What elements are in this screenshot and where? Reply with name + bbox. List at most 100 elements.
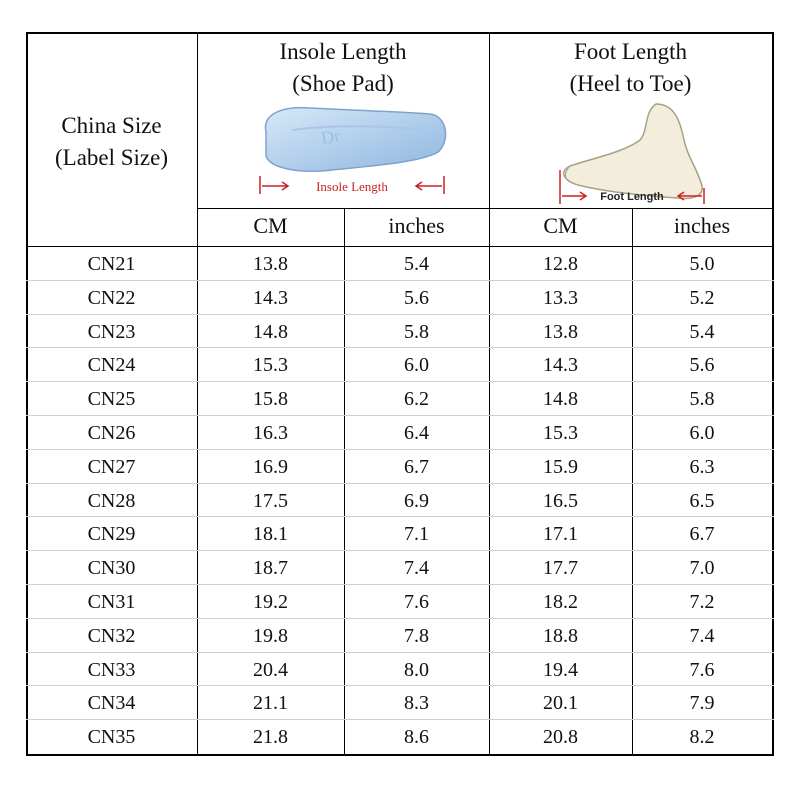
foot-inches-cell: 6.3 — [689, 455, 715, 478]
table-row: CN35 21.8 8.6 20.8 8.2 — [26, 720, 774, 754]
insole-inches-cell: 8.6 — [404, 726, 429, 749]
china-size-cell: CN30 — [87, 557, 136, 580]
insole-inches-cell: 6.7 — [404, 455, 429, 478]
row-divider — [26, 414, 774, 416]
foot-cm-cell: 15.9 — [543, 455, 578, 478]
insole-cm-cell: 17.5 — [253, 489, 288, 512]
row-divider — [26, 482, 774, 484]
china-size-title: China Size — [61, 113, 162, 138]
insole-cm-cell: 21.8 — [253, 726, 288, 749]
insole-inches-header: inches — [388, 213, 445, 238]
foot-inches-header: inches — [673, 213, 731, 238]
foot-inches-cell: 6.7 — [689, 523, 715, 546]
foot-inches-cell: 5.0 — [689, 253, 715, 275]
foot-cm-cell: 16.5 — [543, 489, 578, 512]
divider-foot-units — [632, 208, 633, 756]
china-size-cell: CN22 — [87, 286, 136, 309]
insole-cm-cell: 14.3 — [253, 286, 288, 309]
insole-inches-cell: 7.4 — [404, 557, 429, 580]
insole-cm-cell: 15.8 — [253, 388, 288, 411]
insole-inches-cell: 8.3 — [404, 692, 429, 715]
foot-cm-cell: 20.1 — [543, 692, 578, 715]
foot-cm-cell: 17.1 — [543, 523, 578, 546]
foot-cm-cell: 20.8 — [543, 726, 578, 749]
insole-inches-cell: 5.4 — [404, 253, 429, 275]
foot-inches-cell: 5.4 — [689, 320, 715, 343]
divider-header-units — [197, 208, 774, 209]
foot-shape — [563, 103, 703, 200]
insole-shape — [264, 106, 447, 172]
row-divider — [26, 381, 774, 383]
china-size-cell: CN26 — [87, 422, 136, 444]
table-row: CN24 15.3 6.0 14.3 5.6 — [26, 348, 774, 383]
foot-cm-cell: 13.8 — [543, 320, 578, 343]
size-chart-table: China Size (Label Size) Insole Length (S… — [26, 32, 774, 756]
insole-cm-cell: 21.1 — [253, 692, 288, 715]
row-divider — [26, 685, 774, 687]
table-body: CN21 13.8 5.4 12.8 5.0 CN22 14.3 5.6 13.3 5.2 CN23… — [26, 247, 774, 754]
insole-inches-cell: 5.6 — [404, 286, 429, 309]
insole-cm-cell: 16.9 — [253, 455, 288, 478]
foot-cm-cell: 14.3 — [543, 354, 578, 377]
table-row: CN31 19.2 7.6 18.2 7.2 — [26, 585, 774, 619]
foot-cm-cell: 19.4 — [543, 658, 578, 681]
insole-cm-cell: 19.8 — [253, 624, 288, 647]
insole-inches-cell: 7.1 — [404, 523, 429, 546]
foot-length-subtitle: (Heel to Toe) — [569, 71, 692, 96]
row-divider — [26, 347, 774, 349]
foot-cm-cell: 12.8 — [543, 253, 578, 275]
foot-cm-cell: 15.3 — [543, 422, 578, 444]
insole-inches-cell: 6.9 — [404, 489, 429, 512]
table-border-bottom — [26, 754, 774, 756]
foot-length-caption: Foot Length — [600, 191, 664, 203]
foot-cm-cell: 17.7 — [543, 557, 578, 580]
table-border-right — [772, 32, 774, 756]
china-size-cell: CN33 — [87, 658, 136, 681]
foot-length-header: Foot Length (Heel to Toe) — [489, 36, 772, 100]
table-border-top — [26, 32, 774, 34]
foot-inches-cell: 7.6 — [689, 658, 715, 681]
china-size-cell: CN27 — [87, 455, 136, 478]
row-divider — [26, 279, 774, 281]
table-row: CN23 14.8 5.8 13.8 5.4 — [26, 315, 774, 349]
table-row: CN32 19.8 7.8 18.8 7.4 — [26, 619, 774, 653]
insole-inches-cell: 6.2 — [404, 388, 429, 411]
insole-inches-cell: 8.0 — [404, 658, 429, 681]
table-row: CN34 21.1 8.3 20.1 7.9 — [26, 686, 774, 721]
insole-cm-cell: 19.2 — [253, 591, 288, 613]
row-divider — [26, 583, 774, 585]
insole-inches-cell: 7.6 — [404, 591, 429, 613]
row-divider — [26, 516, 774, 518]
foot-cm-cell: 18.8 — [543, 624, 578, 647]
foot-inches-cell: 7.4 — [689, 624, 715, 647]
insole-cm-cell: 18.1 — [253, 523, 288, 546]
insole-cm-header: CM — [253, 213, 288, 238]
foot-inches-cell: 6.5 — [689, 489, 715, 512]
table-row: CN26 16.3 6.4 15.3 6.0 — [26, 416, 774, 450]
insole-cm-cell: 20.4 — [253, 658, 288, 681]
row-divider — [26, 617, 774, 619]
divider-insole-units — [344, 208, 345, 756]
table-row: CN30 18.7 7.4 17.7 7.0 — [26, 551, 774, 585]
foot-inches-cell: 5.2 — [689, 286, 715, 309]
insole-cm-cell: 15.3 — [253, 354, 288, 377]
insole-illustration: Dr Insole Length — [259, 106, 447, 194]
table-row: CN21 13.8 5.4 12.8 5.0 — [26, 247, 774, 281]
insole-cm-cell: 14.8 — [253, 320, 288, 343]
china-size-cell: CN25 — [87, 388, 136, 411]
china-size-cell: CN32 — [87, 624, 136, 647]
row-divider — [26, 651, 774, 653]
china-size-cell: CN24 — [87, 354, 136, 377]
insole-length-title: Insole Length — [279, 39, 407, 64]
table-row: CN28 17.5 6.9 16.5 6.5 — [26, 484, 774, 518]
divider-china-insole — [197, 32, 198, 756]
insole-inches-cell: 5.8 — [404, 320, 429, 343]
row-divider — [26, 448, 774, 450]
insole-inches-cell: 6.4 — [404, 422, 429, 444]
row-divider — [26, 550, 774, 552]
table-row: CN27 16.9 6.7 15.9 6.3 — [26, 450, 774, 484]
foot-inches-cell: 5.6 — [689, 354, 715, 377]
foot-inches-cell: 7.9 — [689, 692, 715, 715]
china-size-cell: CN28 — [87, 489, 136, 512]
divider-header-body — [26, 246, 774, 247]
